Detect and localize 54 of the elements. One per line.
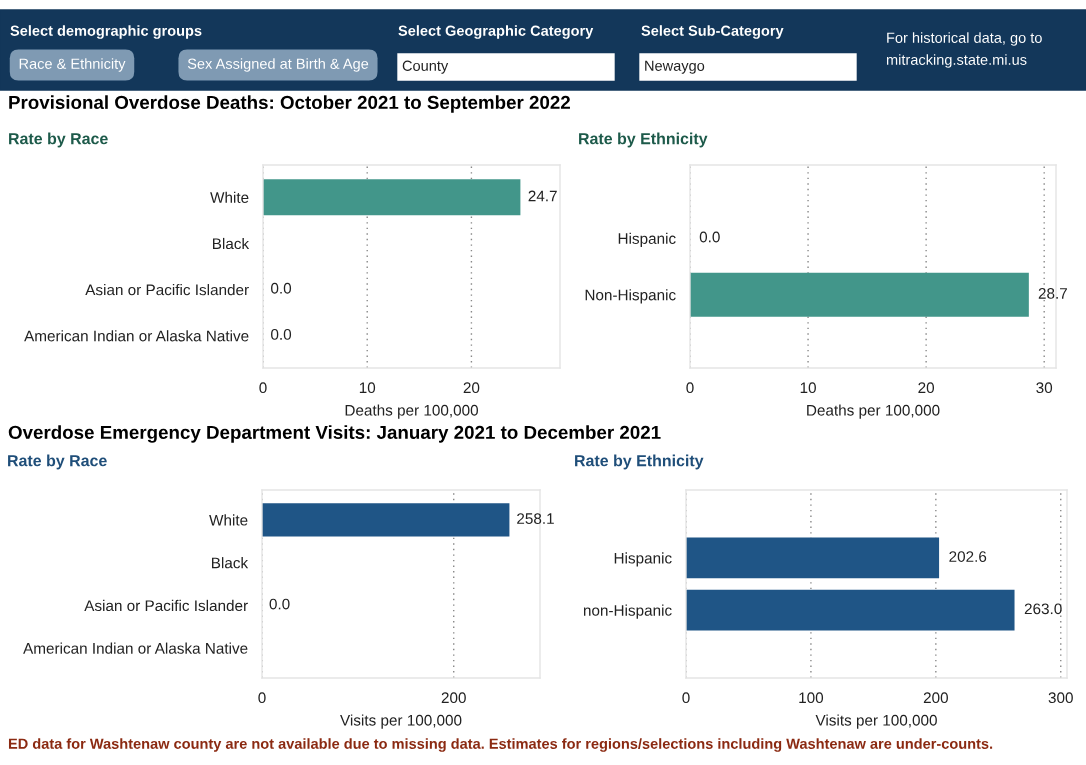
text: Select Sub-Category (641, 25, 784, 39)
data-label: 0.0 (269, 598, 290, 610)
text: Race & Ethnicity (19, 58, 126, 72)
x-tick-label: 10 (359, 382, 376, 394)
text: ED data for Washtenaw county are not available due to missing data. Estimates for regions/selections including Washtenaw are under-counts. (8, 738, 993, 752)
x-axis-title: Deaths per 100,000 (807, 404, 940, 419)
y-tick-label: White (210, 191, 249, 203)
y-tick-label: non-Hispanic (583, 604, 672, 619)
y-tick-label: Black (213, 237, 250, 250)
x-axis-title: Deaths per 100,000 (345, 404, 479, 419)
x-tick-label: 30 (1036, 382, 1053, 394)
text: For historical data, go to (887, 32, 1042, 46)
y-tick-label: Non-Hispanic (585, 289, 676, 304)
text: Select demographic groups (10, 25, 202, 39)
text: Rate by Race (9, 132, 108, 148)
data-label: 258.1 (517, 513, 554, 525)
data-label: 0.0 (271, 328, 292, 340)
y-tick-label: American Indian or Alaska Native (23, 642, 248, 654)
data-label: 0.0 (271, 282, 292, 294)
chart-subtitle: Rate by Ethnicity (575, 454, 704, 470)
x-axis-title: Visits per 100,000 (815, 714, 937, 729)
data-label: 202.6 (949, 551, 987, 562)
y-tick-label: Hispanic (618, 232, 676, 248)
y-tick-label: American Indian or Alaska Native (24, 330, 249, 342)
x-tick-label: 300 (1048, 692, 1073, 704)
x-tick-label: 0 (682, 692, 690, 704)
text: Rate by Race (8, 454, 107, 470)
chart-title: Overdose Emergency Department Visits: January 2021 to December 2021 (8, 425, 661, 443)
data-label: 263.0 (1024, 603, 1062, 615)
y-tick-label: White (209, 514, 248, 526)
x-tick-label: 0 (259, 382, 267, 394)
x-axis-title: Visits per 100,000 (340, 714, 462, 729)
text: Newaygo (645, 60, 705, 74)
y-tick-label: Hispanic (614, 552, 672, 567)
text: County (402, 60, 449, 74)
y-tick-label: Asian or Pacific Islander (84, 599, 248, 612)
y-tick-label: Asian or Pacific Islander (85, 284, 249, 296)
x-tick-label: 0 (686, 382, 694, 394)
x-tick-label: 0 (258, 692, 266, 704)
chart-title: Provisional Overdose Deaths: October 2021 to September 2022 (9, 95, 570, 113)
text: Sex Assigned at Birth & Age (187, 58, 369, 72)
x-tick-label: 200 (923, 692, 948, 704)
text: Select Geographic Category (398, 25, 594, 39)
data-label: 28.7 (1038, 287, 1067, 299)
data-label: 0.0 (699, 231, 720, 243)
x-tick-label: 10 (800, 382, 816, 394)
x-tick-label: 200 (441, 692, 466, 704)
x-tick-label: 100 (799, 692, 824, 704)
x-tick-label: 20 (463, 382, 480, 394)
text: mitracking.state.mi.us (886, 54, 1027, 68)
chart-subtitle: Rate by Ethnicity (579, 132, 708, 148)
x-tick-label: 20 (918, 382, 935, 394)
y-tick-label: Black (212, 557, 249, 569)
data-label: 24.7 (528, 190, 557, 202)
